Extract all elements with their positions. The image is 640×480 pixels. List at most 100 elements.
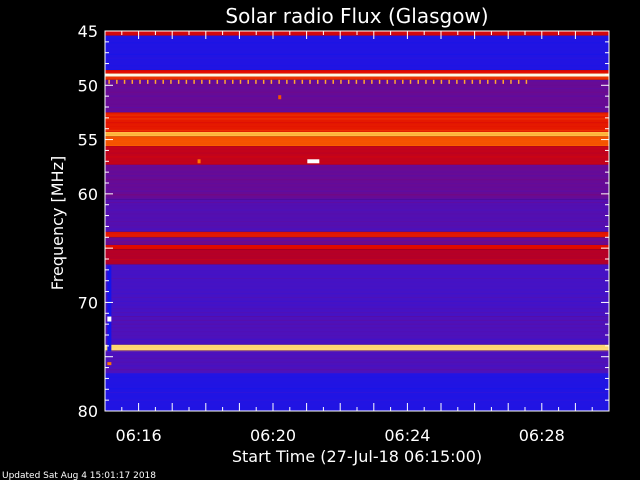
interference-tick (494, 79, 497, 84)
interference-tick (502, 79, 504, 84)
texture-line (105, 255, 609, 257)
interference-tick (487, 79, 489, 84)
y-axis: 45 50 55 60 70 80 (78, 22, 609, 421)
interference-tick (177, 79, 180, 84)
texture-line (105, 53, 609, 55)
interference-tick (193, 79, 195, 84)
texture-line (105, 72, 609, 74)
texture-line (105, 84, 609, 86)
texture-line (105, 148, 609, 150)
texture-line (105, 167, 609, 169)
interference-tick (139, 79, 141, 84)
heatmap-area (105, 31, 609, 411)
interference-tick (425, 79, 427, 84)
frequency-band (105, 264, 609, 317)
texture-line (105, 289, 609, 291)
texture-line (105, 319, 609, 321)
interference-tick (340, 79, 342, 84)
texture-line (105, 183, 609, 184)
y-tick-label: 55 (78, 131, 98, 150)
y-tick-label: 80 (78, 402, 98, 421)
texture-line (105, 403, 609, 405)
burst-feature (278, 95, 282, 100)
texture-line (105, 145, 609, 146)
interference-tick (510, 79, 512, 84)
texture-line (105, 274, 609, 276)
interference-tick (154, 79, 157, 84)
texture-line (105, 323, 609, 325)
texture-line (105, 350, 609, 352)
calibration-strip (107, 265, 112, 352)
texture-line (105, 392, 609, 393)
y-tick-label: 45 (78, 22, 98, 41)
interference-tick (417, 79, 419, 84)
texture-line (105, 399, 609, 401)
x-axis: 06:16 06:20 06:24 06:28 (104, 31, 610, 445)
texture-line (105, 129, 609, 131)
interference-tick (448, 79, 450, 84)
interference-tick (517, 79, 520, 84)
interference-tick (293, 79, 296, 84)
texture-line (105, 376, 609, 378)
texture-line (105, 156, 609, 158)
texture-line (105, 236, 609, 238)
burst-feature (307, 159, 320, 164)
interference-tick (386, 79, 389, 84)
frequency-band (105, 164, 609, 200)
interference-tick (201, 79, 203, 84)
texture-line (105, 88, 609, 89)
interference-tick (347, 79, 350, 84)
frequency-band (105, 344, 609, 351)
interference-tick (394, 79, 396, 84)
texture-line (105, 243, 609, 245)
texture-line (105, 259, 609, 260)
texture-line (105, 160, 609, 162)
texture-line (105, 213, 609, 215)
texture-line (105, 137, 609, 139)
texture-line (105, 202, 609, 203)
texture-line (105, 171, 609, 173)
texture-line (105, 91, 609, 93)
texture-line (105, 141, 609, 143)
texture-line (105, 164, 609, 165)
interference-tick (317, 79, 319, 84)
y-tick-label: 60 (78, 185, 98, 204)
texture-line (105, 373, 609, 374)
frequency-band (105, 199, 609, 232)
interference-tick (239, 79, 242, 84)
calibration-mark (107, 362, 112, 366)
texture-line (105, 251, 609, 253)
texture-line (105, 46, 609, 48)
interference-tick (355, 79, 358, 84)
frequency-band (105, 35, 609, 71)
texture-line (105, 224, 609, 226)
frequency-band (105, 76, 609, 80)
interference-tick (278, 79, 280, 84)
x-tick-label: 06:24 (384, 426, 430, 445)
interference-tick (432, 79, 435, 84)
texture-line (105, 357, 609, 359)
texture-line (105, 262, 609, 264)
frequency-band (105, 249, 609, 265)
texture-line (105, 380, 609, 382)
interference-tick (286, 79, 288, 84)
texture-line (105, 42, 609, 44)
interference-tick (479, 79, 481, 84)
texture-line (105, 285, 609, 287)
interference-tick (324, 79, 327, 84)
interference-tick (463, 79, 466, 84)
texture-line (105, 194, 609, 196)
texture-line (105, 57, 609, 59)
interference-tick (525, 79, 528, 84)
texture-line (105, 266, 609, 268)
texture-line (105, 281, 609, 283)
texture-line (105, 270, 609, 272)
texture-line (105, 346, 609, 348)
interference-tick (147, 79, 149, 84)
texture-line (105, 126, 609, 127)
interference-tick (456, 79, 458, 84)
interference-tick (255, 79, 257, 84)
y-tick-label: 50 (78, 76, 98, 95)
frequency-band (105, 237, 609, 245)
texture-line (105, 278, 609, 279)
